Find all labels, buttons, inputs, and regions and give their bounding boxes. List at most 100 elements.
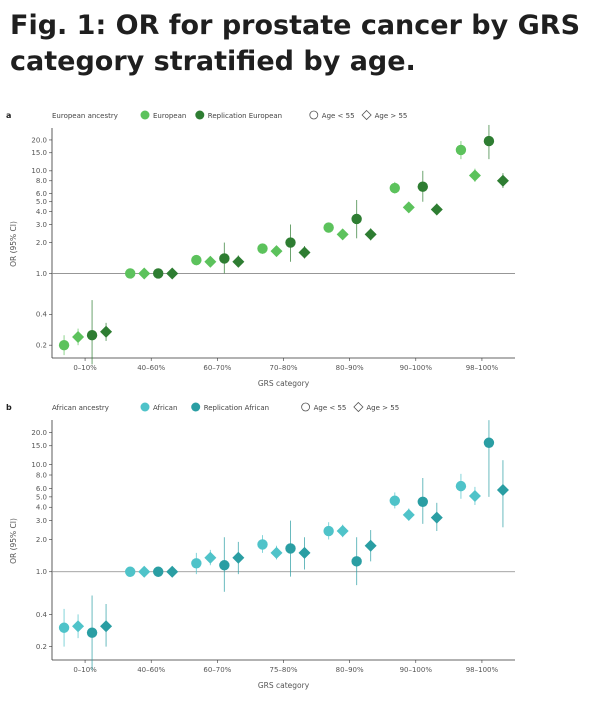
y-tick-label: 1.0: [36, 568, 47, 576]
y-axis-label: OR (95% CI): [9, 221, 18, 267]
panel-label: a: [6, 111, 11, 120]
data-point: [72, 331, 85, 344]
data-point: [204, 551, 217, 564]
data-point: [455, 480, 467, 492]
y-axis-label: OR (95% CI): [9, 518, 18, 564]
x-tick-label: 90–100%: [400, 666, 433, 674]
legend-label: Age > 55: [375, 112, 408, 120]
data-point: [86, 330, 98, 341]
data-point: [430, 511, 443, 524]
y-tick-label: 5.0: [36, 493, 47, 501]
y-tick-label: 15.0: [31, 149, 47, 157]
legend-marker: [191, 402, 201, 412]
x-tick-label: 0–10%: [73, 666, 97, 674]
data-point: [285, 237, 296, 248]
y-tick-label: 2.0: [36, 536, 47, 544]
data-point: [219, 253, 230, 264]
data-point: [270, 245, 283, 258]
x-tick-label: 98–100%: [466, 364, 499, 372]
x-tick-label: 98–100%: [466, 666, 499, 674]
data-point: [323, 222, 334, 233]
legend-label: European: [153, 112, 186, 120]
data-point: [153, 268, 164, 279]
y-tick-label: 2.0: [36, 239, 47, 247]
data-point: [468, 169, 481, 182]
data-point: [191, 254, 202, 266]
data-point: [298, 246, 311, 259]
data-point: [257, 243, 268, 254]
y-tick-label: 5.0: [36, 198, 47, 206]
data-point: [232, 255, 245, 268]
data-point: [417, 496, 428, 507]
data-point: [402, 508, 415, 521]
data-point: [58, 622, 70, 633]
data-point: [125, 268, 136, 279]
legend-label: Replication African: [204, 404, 269, 412]
x-tick-label: 60–70%: [203, 666, 231, 674]
y-tick-label: 8.0: [36, 471, 47, 479]
y-tick-label: 6.0: [36, 485, 47, 493]
data-point: [100, 325, 113, 338]
legend-marker: [195, 110, 205, 120]
data-point: [336, 525, 349, 538]
data-point: [86, 627, 98, 638]
data-point: [417, 181, 428, 192]
x-tick-label: 0–10%: [73, 364, 97, 372]
data-point: [219, 560, 230, 571]
data-point: [125, 566, 136, 577]
data-point: [153, 566, 164, 577]
data-point: [138, 267, 151, 280]
y-tick-label: 0.2: [36, 342, 47, 350]
data-point: [166, 267, 179, 280]
data-point: [351, 213, 362, 225]
x-tick-label: 40–60%: [137, 666, 165, 674]
legend-label: African: [153, 404, 177, 412]
legend-shape-diamond-icon: [353, 401, 364, 413]
data-point: [270, 546, 283, 559]
y-tick-label: 0.4: [36, 611, 48, 619]
data-point: [455, 144, 467, 156]
data-point: [364, 539, 377, 552]
panel-subtitle: African ancestry: [52, 404, 109, 412]
data-point: [323, 525, 334, 537]
y-tick-label: 0.4: [36, 311, 48, 319]
panel-label: b: [6, 403, 12, 412]
x-tick-label: 70–80%: [270, 364, 298, 372]
data-point: [430, 203, 443, 216]
data-point: [389, 182, 400, 194]
legend-label: Age < 55: [322, 112, 355, 120]
data-point: [336, 228, 349, 241]
y-tick-label: 4.0: [36, 504, 47, 512]
y-tick-label: 20.0: [31, 429, 47, 437]
y-tick-label: 10.0: [31, 167, 47, 175]
panel-subtitle: European ancestry: [52, 112, 118, 120]
y-tick-label: 1.0: [36, 270, 47, 278]
data-point: [191, 558, 202, 569]
x-tick-label: 60–70%: [203, 364, 231, 372]
x-axis-label: GRS category: [258, 681, 310, 690]
data-point: [204, 255, 217, 268]
data-point: [100, 620, 113, 633]
y-tick-label: 3.0: [36, 517, 47, 525]
data-point: [351, 556, 362, 567]
y-tick-label: 6.0: [36, 190, 47, 198]
y-tick-label: 15.0: [31, 442, 47, 450]
data-point: [483, 437, 495, 448]
chart-panel-b: b African ancestry African Replication Afri…: [6, 401, 515, 690]
data-point: [496, 174, 509, 187]
legend-marker: [140, 110, 150, 120]
y-tick-label: 10.0: [31, 461, 47, 469]
data-point: [58, 339, 70, 351]
legend-shape-circle-icon: [301, 402, 311, 412]
legend-shape-diamond-icon: [361, 109, 372, 121]
legend-label: Age < 55: [314, 404, 347, 412]
x-tick-label: 80–90%: [336, 666, 364, 674]
data-point: [496, 483, 509, 496]
data-point: [468, 489, 481, 502]
data-point: [298, 546, 311, 559]
y-tick-label: 20.0: [31, 136, 47, 144]
legend-label: Replication European: [208, 112, 282, 120]
data-point: [402, 201, 415, 214]
x-axis-label: GRS category: [258, 379, 310, 388]
y-tick-label: 8.0: [36, 177, 47, 185]
